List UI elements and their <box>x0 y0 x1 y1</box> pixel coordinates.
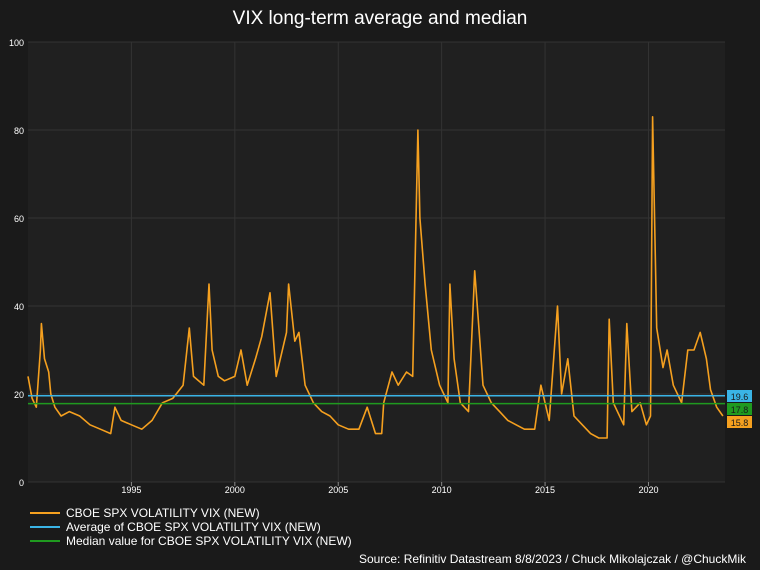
legend-label-average: Average of CBOE SPX VOLATILITY VIX (NEW) <box>66 520 321 534</box>
chart-title: VIX long-term average and median <box>232 8 528 29</box>
end-labels: 19.6 17.8 15.8 <box>727 390 752 428</box>
x-tick-label-1: 2000 <box>225 485 245 495</box>
y-tick-label-2: 40 <box>14 302 24 312</box>
legend-swatch-median <box>30 540 60 542</box>
series <box>27 116 725 439</box>
end-label-box-1 <box>727 403 752 415</box>
y-tick-label-1: 20 <box>14 390 24 400</box>
y-tick-label-0: 0 <box>19 478 24 488</box>
legend: CBOE SPX VOLATILITY VIX (NEW) Average of… <box>30 506 352 548</box>
source-note: Source: Refinitiv Datastream 8/8/2023 / … <box>359 552 746 566</box>
grid <box>28 41 725 483</box>
end-label-0: 19.6 <box>731 392 749 402</box>
end-label-box-2 <box>727 416 752 428</box>
x-tick-label-5: 2020 <box>638 485 658 495</box>
plot-area <box>28 42 725 482</box>
x-tick-label-4: 2015 <box>535 485 555 495</box>
end-label-1: 17.8 <box>731 405 749 415</box>
x-axis: 1995 2000 2005 2010 2015 2020 <box>121 482 658 495</box>
legend-swatch-average <box>30 526 60 528</box>
x-tick-label-0: 1995 <box>121 485 141 495</box>
legend-label-median: Median value for CBOE SPX VOLATILITY VIX… <box>66 534 352 548</box>
y-tick-label-5: 100 <box>9 38 24 48</box>
legend-label-vix: CBOE SPX VOLATILITY VIX (NEW) <box>66 506 260 520</box>
y-tick-label-3: 60 <box>14 214 24 224</box>
legend-swatch-vix <box>30 512 60 514</box>
x-tick-label-2: 2005 <box>328 485 348 495</box>
legend-item-average: Average of CBOE SPX VOLATILITY VIX (NEW) <box>30 520 352 534</box>
legend-item-median: Median value for CBOE SPX VOLATILITY VIX… <box>30 534 352 548</box>
y-tick-label-4: 80 <box>14 126 24 136</box>
y-axis: 0 20 40 60 80 100 <box>9 38 24 488</box>
end-label-2: 15.8 <box>731 418 749 428</box>
legend-item-vix: CBOE SPX VOLATILITY VIX (NEW) <box>30 506 352 520</box>
x-tick-label-3: 2010 <box>432 485 452 495</box>
end-label-box-0 <box>727 390 752 402</box>
vix-series-line <box>27 116 724 439</box>
